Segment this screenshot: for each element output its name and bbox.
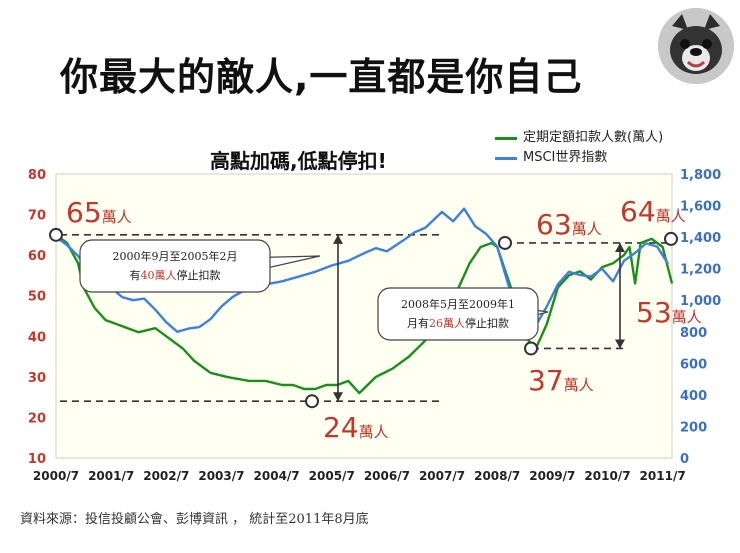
y-right-tick-label: 1,800 [680,168,721,183]
chart-legend: 定期定額扣款人數(萬人) MSCI世界指數 [495,128,663,168]
y-right-tick-label: 400 [680,389,707,404]
x-tick-label: 2001/7 [88,469,134,483]
value-label-number: 37 [528,364,564,397]
value-label-unit: 萬人 [572,220,602,238]
value-label: 64萬人 [620,195,686,228]
callout-box-1-line2: 有40萬人停止扣款 [130,268,221,282]
series-line-blue [55,207,670,340]
legend-swatch-blue [495,156,517,160]
value-label-unit: 萬人 [564,376,594,394]
marker-point [664,231,678,246]
chart-title: 高點加碼,低點停扣! [210,149,387,173]
value-label: 24萬人 [323,411,389,444]
headline: 你最大的敵人,一直都是你自己 [60,55,583,99]
legend-label-green: 定期定額扣款人數(萬人) [523,130,664,145]
x-tick-label: 2010/7 [584,469,630,483]
marker-point [305,394,319,409]
callout-box-1-span: 有 [130,268,141,282]
x-tick-label: 2008/7 [474,469,520,483]
drop-arrow-2-head-bottom [615,339,625,349]
y-left-tick-label: 60 [28,249,46,264]
x-tick-label: 2006/7 [364,469,410,483]
y-right-tick-label: 1,000 [680,294,721,309]
value-label: 65萬人 [66,196,132,229]
marker-point [498,235,512,250]
y-left-tick-label: 50 [28,290,46,305]
callout-box-2-span: 停止扣款 [465,316,509,330]
marker-point [524,341,538,356]
callout-box-2-span: 26萬人 [429,317,465,330]
value-label-number: 63 [536,208,572,241]
drop-arrow-1-head-top [333,234,343,244]
y-right-tick-label: 1,600 [680,200,721,215]
x-tick-label: 2011/7 [640,469,686,483]
y-left-tick-label: 80 [28,168,46,183]
legend-swatch-green [495,136,517,140]
x-tick-label: 2000/7 [33,469,79,483]
y-right-tick-label: 1,200 [680,263,721,278]
y-right-tick-label: 200 [680,420,707,435]
x-tick-label: 2005/7 [309,469,355,483]
value-label: 37萬人 [528,364,594,397]
callout-box-1-line1: 2000年9月至2005年2月 [113,249,238,263]
marker-point [49,227,63,242]
y-left-tick-label: 20 [28,411,46,426]
legend-item-green: 定期定額扣款人數(萬人) [495,128,663,148]
value-label: 53萬人 [636,296,702,329]
y-right-tick-label: 1,400 [680,231,721,246]
callout-box-2-line2: 月有26萬人停止扣款 [407,316,509,330]
y-left-tick-label: 30 [28,371,46,386]
x-tick-label: 2002/7 [143,469,189,483]
callout-box-2 [377,287,539,341]
plot-area [55,173,673,459]
value-label: 63萬人 [536,208,602,241]
value-label-number: 65 [66,196,102,229]
value-label-unit: 萬人 [102,208,132,226]
legend-item-blue: MSCI世界指數 [495,148,663,168]
callout-box-1-span: 停止扣款 [177,268,221,282]
x-tick-label: 2004/7 [254,469,300,483]
callout-box-1-span: 40萬人 [141,269,177,282]
drop-arrow-2-head-top [615,242,625,252]
y-left-tick-label: 10 [28,452,46,467]
dog-avatar-image [658,8,734,84]
legend-label-blue: MSCI世界指數 [523,150,608,165]
callout-box-2-line1: 2008年5月至2009年1 [401,297,515,311]
x-tick-label: 2009/7 [529,469,575,483]
value-label-unit: 萬人 [359,423,389,441]
y-right-tick-label: 600 [680,357,707,372]
callout-box-1 [79,239,271,293]
value-label-number: 24 [323,411,359,444]
value-label-unit: 萬人 [656,207,686,225]
y-right-tick-label: 800 [680,326,707,341]
drop-arrow-1-head-bottom [333,392,343,402]
x-tick-label: 2007/7 [419,469,465,483]
value-label-unit: 萬人 [672,308,702,326]
y-left-tick-label: 70 [28,209,46,224]
source-note: 資料來源：投信投顧公會、彭博資訊 ， 統計至2011年8月底 [20,512,369,527]
y-right-tick-label: 0 [680,452,689,467]
y-left-tick-label: 40 [28,330,46,345]
value-label-number: 64 [620,195,656,228]
x-tick-label: 2003/7 [198,469,244,483]
callout-box-2-span: 月有 [407,316,429,330]
value-label-number: 53 [636,296,672,329]
